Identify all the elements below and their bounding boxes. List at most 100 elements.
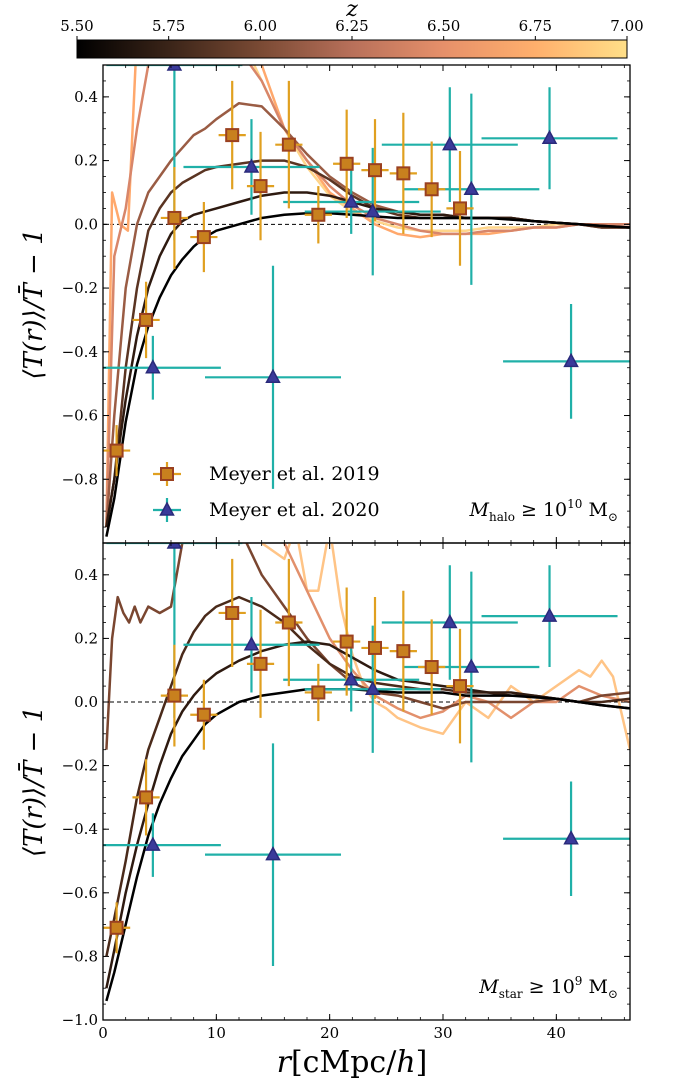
colorbar-tick-label: 5.75 (152, 17, 185, 35)
meyer2019-point (139, 312, 154, 327)
legend-2019-marker (160, 467, 174, 481)
meyer2019-point (339, 634, 354, 649)
meyer2019-point (281, 615, 296, 630)
colorbar-tick-label: 6.75 (519, 17, 552, 35)
meyer2020-point (541, 129, 558, 145)
series-line-z6.85 (105, 65, 630, 528)
meyer2020-point (166, 65, 183, 71)
panel-2: −1.0 −0.8 −0.6 −0.4 −0.2 0.0 0.2 0.4 0 10 20 30 40 ⟨T… (17, 542, 631, 1042)
series-line-z6.6 (105, 65, 630, 528)
meyer2019-point (196, 707, 211, 722)
y-tick-label: −0.6 (62, 407, 98, 425)
y-tick-label: −0.2 (62, 279, 98, 297)
panel-plot-area (103, 543, 630, 1002)
meyer2019-point (225, 128, 240, 143)
meyer2020-point (166, 543, 183, 549)
meyer2019-point (453, 679, 467, 694)
meyer2020-point (463, 180, 480, 196)
meyer2020-point (243, 158, 260, 173)
mass-threshold-annotation: Mhalo ≥ 1010 M⊙ (469, 497, 618, 524)
colorbar-tick-label: 6.00 (244, 17, 277, 35)
y-axis-label: ⟨T(r)⟩/T̄ − 1 (17, 228, 49, 379)
y-tick-label: −0.6 (62, 884, 98, 902)
colorbar-tick-label: 7.00 (610, 17, 643, 35)
series-line-z6.6 (282, 543, 630, 720)
y-tick-label: 0.4 (74, 88, 98, 106)
colorbar-tick-label: 6.25 (335, 17, 368, 35)
meyer2019-point (109, 920, 124, 935)
colorbar-ticks: 5.50 5.75 6.00 6.25 6.50 6.75 7.00 (60, 17, 644, 40)
y-tick-label: −0.8 (62, 470, 98, 488)
legend-2020-label: Meyer et al. 2020 (209, 499, 380, 521)
y-tick-label: 0.2 (74, 629, 98, 647)
meyer2019-point (368, 640, 382, 655)
series-line-z5.55 (105, 211, 630, 537)
y-tick-label: 0.2 (74, 152, 98, 170)
meyer2020-point (364, 680, 381, 696)
meyer2020-point (265, 846, 281, 861)
colorbar-tick-label: 5.50 (60, 17, 93, 35)
legend: Meyer et al. 2019 Meyer et al. 2020 (153, 462, 380, 522)
mass-threshold-annotation: Mstar ≥ 109 M⊙ (478, 974, 618, 1001)
colorbar-label: z (345, 0, 358, 22)
meyer2019-point (167, 688, 182, 703)
y-tick-label: −0.2 (62, 757, 98, 775)
meyer2019-point (167, 210, 182, 225)
meyer2020-point (343, 193, 359, 208)
y-tick-label: 0.4 (74, 566, 98, 584)
x-tick-label: 30 (433, 1024, 452, 1042)
y-tick-label: 0.0 (74, 693, 98, 711)
meyer2020-point (541, 607, 558, 622)
meyer2019-point (424, 660, 439, 675)
meyer2020-point (145, 836, 161, 851)
meyer2019-point (339, 156, 354, 171)
y-tick-label: −0.8 (62, 947, 98, 965)
meyer2020-point (442, 136, 458, 151)
panels: −0.8 −0.6 −0.4 −0.2 0.0 0.2 0.4 ⟨T(r)⟩/T̄ − 1 Mh… (17, 64, 631, 1042)
colorbar-tick-label: 6.50 (427, 17, 460, 35)
legend-2019-label: Meyer et al. 2019 (209, 463, 380, 485)
meyer2019-point (196, 230, 211, 245)
meyer2019-point (453, 201, 467, 216)
meyer2020-point (364, 203, 381, 218)
meyer2019-point (424, 182, 439, 197)
x-tick-label: 20 (320, 1024, 339, 1042)
x-axis-label: r[cMpc/h] (277, 1045, 428, 1080)
series-line-z6.25 (105, 543, 630, 750)
y-tick-label: −1.0 (62, 1011, 98, 1029)
panel-plot-area (103, 65, 630, 537)
y-axis-label: ⟨T(r)⟩/T̄ − 1 (17, 706, 49, 857)
panel-1: −0.8 −0.6 −0.4 −0.2 0.0 0.2 0.4 ⟨T(r)⟩/T̄ − 1 Mh… (17, 64, 631, 544)
meyer2019-point (311, 685, 326, 700)
meyer2019-point (396, 644, 411, 659)
meyer2020-point (243, 636, 260, 651)
colorbar-gradient (76, 39, 628, 59)
meyer2020-point (442, 613, 458, 629)
meyer2019-point (253, 179, 268, 194)
meyer2020-point (343, 671, 359, 686)
series-line-z5.9 (105, 640, 630, 989)
meyer2019-point (396, 166, 411, 181)
meyer2020-point (145, 359, 161, 374)
meyer2020-point (463, 658, 480, 673)
x-tick-label: 40 (547, 1024, 566, 1042)
meyer2019-point (109, 443, 124, 458)
meyer2019-point (368, 163, 382, 178)
x-tick-label: 0 (98, 1024, 108, 1042)
meyer2020-point (563, 830, 579, 845)
meyer2019-point (253, 656, 268, 671)
meyer2019-point (139, 790, 154, 805)
meyer2019-point (281, 137, 296, 152)
y-tick-label: −0.4 (62, 820, 98, 838)
meyer2020-point (563, 352, 579, 368)
y-tick-label: 0.0 (74, 215, 98, 233)
y-tick-label: −0.4 (62, 343, 98, 361)
meyer2019-point (225, 605, 240, 620)
meyer2019-point (311, 207, 326, 222)
meyer2020-point (265, 368, 281, 384)
x-tick-label: 10 (207, 1024, 226, 1042)
legend-2020-marker (159, 501, 175, 516)
colorbar: z 5.50 5.75 6.00 6.25 6.50 6.75 7.00 (60, 0, 644, 59)
series-line-z6.95 (260, 543, 630, 750)
